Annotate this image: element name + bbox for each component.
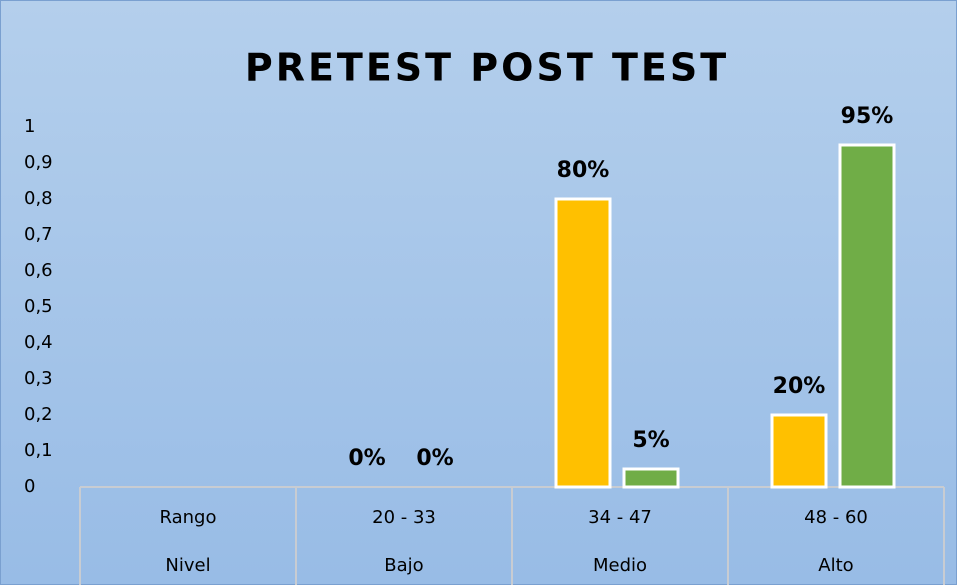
y-tick-label: 0,7 xyxy=(24,224,53,245)
y-tick-label: 0,5 xyxy=(24,296,53,317)
x-tick-sublabel: Alto xyxy=(818,555,853,576)
value-label: 95% xyxy=(841,104,894,129)
bar xyxy=(770,413,828,489)
y-tick-label: 0 xyxy=(24,476,35,497)
bar xyxy=(622,467,680,489)
y-tick-label: 0,8 xyxy=(24,188,53,209)
bar xyxy=(838,143,896,489)
value-label: 0% xyxy=(416,446,453,471)
x-tick-label: Rango xyxy=(160,507,217,528)
y-tick-label: 0,1 xyxy=(24,440,53,461)
value-label: 80% xyxy=(557,158,610,183)
x-tick-label: 20 - 33 xyxy=(372,507,436,528)
x-tick-sublabel: Bajo xyxy=(384,555,423,576)
x-tick-label: 34 - 47 xyxy=(588,507,652,528)
y-tick-label: 0,2 xyxy=(24,404,53,425)
y-tick-label: 0,9 xyxy=(24,152,53,173)
y-tick-label: 0,4 xyxy=(24,332,53,353)
x-tick-sublabel: Medio xyxy=(593,555,647,576)
chart-title: PRETEST POST TEST xyxy=(245,46,729,90)
bar xyxy=(554,197,612,489)
y-tick-label: 0,6 xyxy=(24,260,53,281)
y-tick-label: 0,3 xyxy=(24,368,53,389)
y-tick-label: 1 xyxy=(24,116,35,137)
value-label: 0% xyxy=(348,446,385,471)
value-label: 20% xyxy=(773,374,826,399)
x-tick-sublabel: Nivel xyxy=(165,555,210,576)
value-label: 5% xyxy=(632,428,669,453)
x-tick-label: 48 - 60 xyxy=(804,507,868,528)
